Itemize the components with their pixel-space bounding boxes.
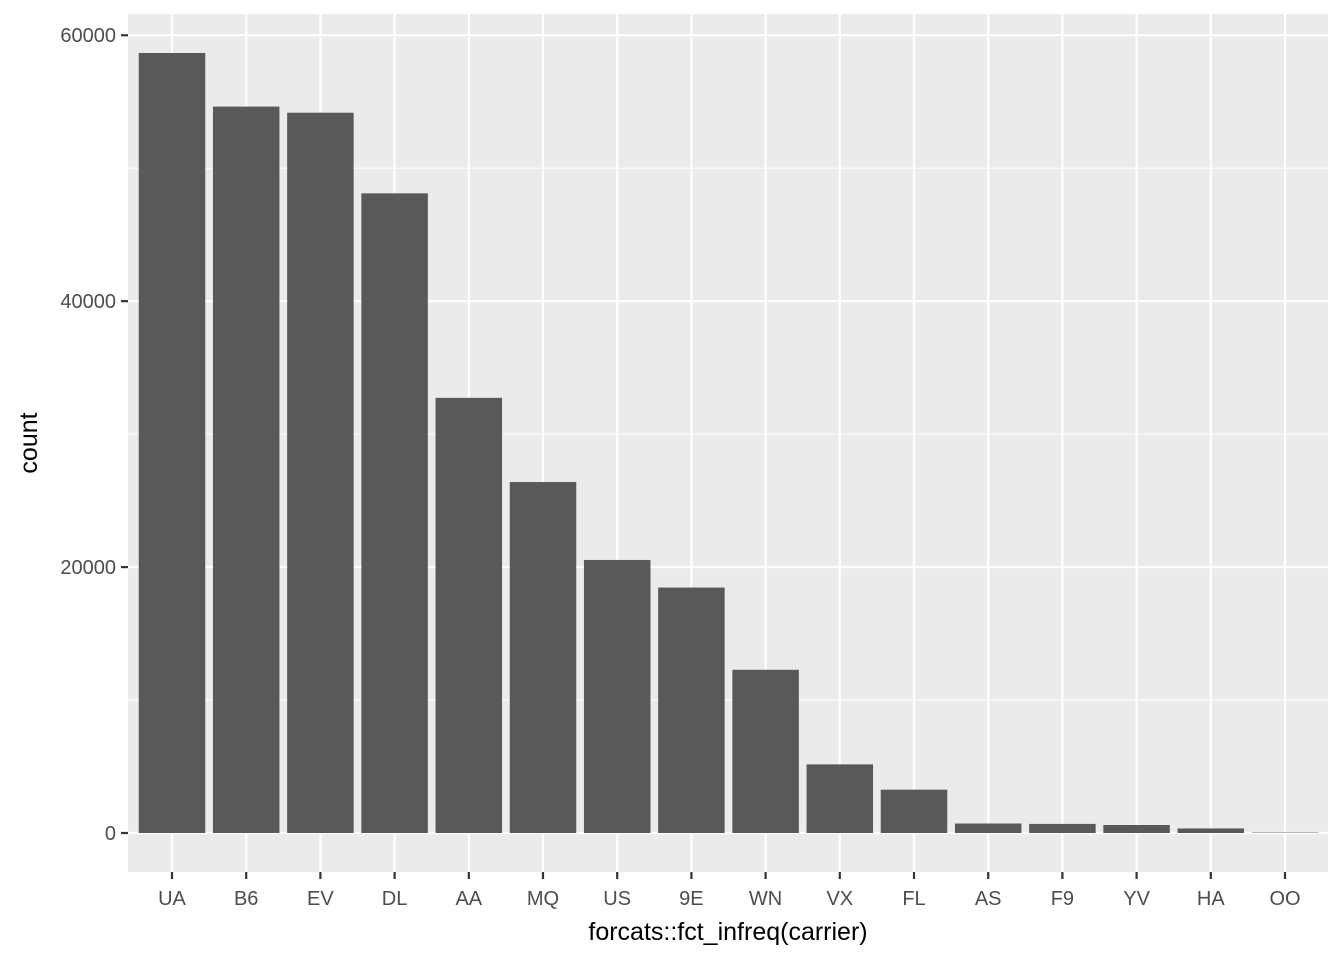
bar-YV bbox=[1103, 825, 1170, 834]
x-axis-title: forcats::fct_infreq(carrier) bbox=[588, 918, 867, 946]
bar-UA bbox=[138, 52, 206, 834]
y-tick-label: 60000 bbox=[60, 25, 116, 47]
x-tick-label: AA bbox=[455, 888, 482, 910]
x-tick-label: UA bbox=[158, 888, 186, 910]
x-tick-label: AS bbox=[975, 888, 1002, 910]
y-tick-label: 0 bbox=[105, 823, 116, 845]
bar-HA bbox=[1177, 828, 1245, 834]
bar-VX bbox=[806, 764, 874, 834]
bar-F9 bbox=[1029, 823, 1096, 834]
x-tick-label: OO bbox=[1269, 888, 1300, 910]
x-tick-label: VX bbox=[826, 888, 853, 910]
x-tick-label: 9E bbox=[679, 888, 703, 910]
x-tick-label: MQ bbox=[527, 888, 559, 910]
x-tick-label: US bbox=[603, 888, 631, 910]
bar-DL bbox=[361, 193, 428, 834]
y-tick-label: 20000 bbox=[60, 557, 116, 579]
x-tick-label: B6 bbox=[234, 888, 258, 910]
x-tick-label: YV bbox=[1123, 888, 1150, 910]
x-tick-label: HA bbox=[1197, 888, 1225, 910]
bar-MQ bbox=[509, 482, 577, 834]
x-tick-label: EV bbox=[307, 888, 334, 910]
bar-WN bbox=[732, 669, 799, 834]
x-tick-label: F9 bbox=[1051, 888, 1074, 910]
x-tick-label: WN bbox=[749, 888, 782, 910]
bars bbox=[138, 52, 1319, 834]
bar-9E bbox=[658, 587, 725, 834]
bar-AS bbox=[954, 823, 1022, 834]
x-tick-label: FL bbox=[902, 888, 925, 910]
bar-US bbox=[583, 559, 651, 834]
bar-AA bbox=[435, 397, 503, 834]
y-axis: 0 20000 40000 60000 bbox=[60, 25, 128, 845]
bar-B6 bbox=[212, 106, 280, 834]
y-axis-title: count bbox=[15, 412, 43, 473]
x-tick-label: DL bbox=[382, 888, 408, 910]
bar-FL bbox=[880, 789, 948, 834]
x-axis: UA B6 EV DL AA MQ US 9E WN VX FL AS F9 YV HA OO bbox=[158, 872, 1301, 910]
bar-EV bbox=[287, 112, 354, 834]
y-tick-label: 40000 bbox=[60, 291, 116, 313]
